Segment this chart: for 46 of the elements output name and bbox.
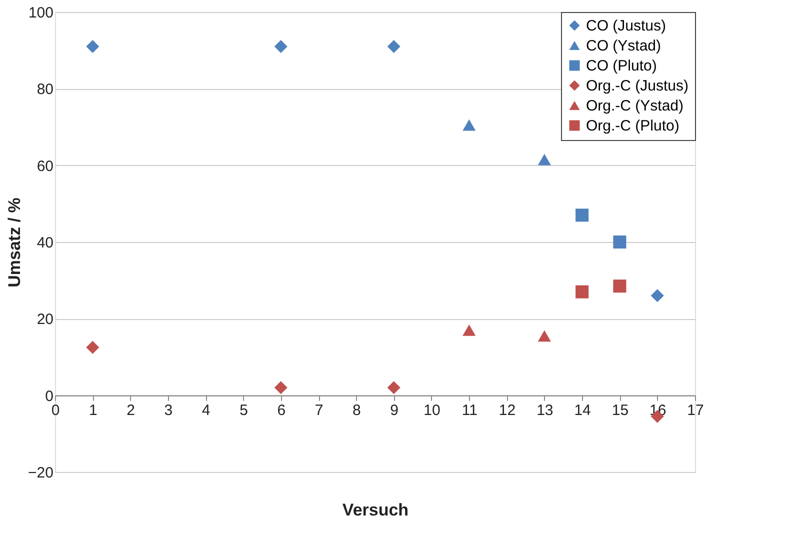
legend-label: CO (Pluto): [586, 58, 657, 74]
y-axis-title: Umsatz / %: [5, 198, 24, 288]
point: [538, 154, 551, 166]
x-axis-title: Versuch: [342, 500, 409, 520]
point: [274, 381, 288, 394]
x-tick-label: 5: [240, 402, 248, 419]
y-tick-label: 60: [36, 158, 54, 175]
y-tick-label: 0: [45, 388, 54, 405]
x-tick-label: 2: [126, 402, 135, 419]
point: [387, 40, 400, 54]
point: [462, 324, 476, 336]
point: [274, 40, 288, 54]
x-tick-label: 4: [202, 402, 210, 419]
y-tick-label: 100: [28, 4, 54, 22]
point: [387, 381, 400, 394]
legend-label: CO (Ystad): [586, 38, 662, 54]
x-tick-label: 11: [462, 402, 478, 419]
x-tick-label: 1: [88, 402, 98, 419]
x-tick-label: 14: [574, 402, 591, 419]
legend-label: CO (Justus): [586, 18, 666, 34]
point: [538, 330, 551, 342]
x-tick-label: 17: [687, 402, 704, 419]
x-tick-label: 12: [498, 402, 516, 419]
x-tick-label: 9: [390, 402, 398, 419]
x-tick-label: 3: [164, 402, 173, 419]
x-tick-label: 15: [612, 402, 629, 419]
y-tick-label: 40: [36, 234, 54, 252]
point: [86, 40, 100, 54]
x-tick-label: 10: [424, 402, 440, 419]
point: [86, 340, 100, 354]
x-tick-label: 8: [352, 402, 361, 419]
point: [650, 289, 664, 302]
legend-label: Org.-C (Justus): [586, 78, 689, 94]
x-tick-label: 6: [277, 402, 286, 419]
y-tick-label: 80: [36, 81, 54, 98]
point: [613, 280, 626, 293]
legend-label: Org.-C (Ystad): [586, 98, 684, 114]
point: [576, 285, 589, 298]
y-tick-label: −20: [28, 464, 54, 482]
legend-label: Org.-C (Pluto): [586, 118, 680, 134]
point: [576, 208, 589, 222]
point: [613, 235, 626, 249]
point: [462, 119, 476, 131]
y-tick-label: 20: [36, 311, 54, 328]
x-tick-label: 7: [314, 402, 324, 419]
x-tick-label: 13: [536, 402, 554, 419]
